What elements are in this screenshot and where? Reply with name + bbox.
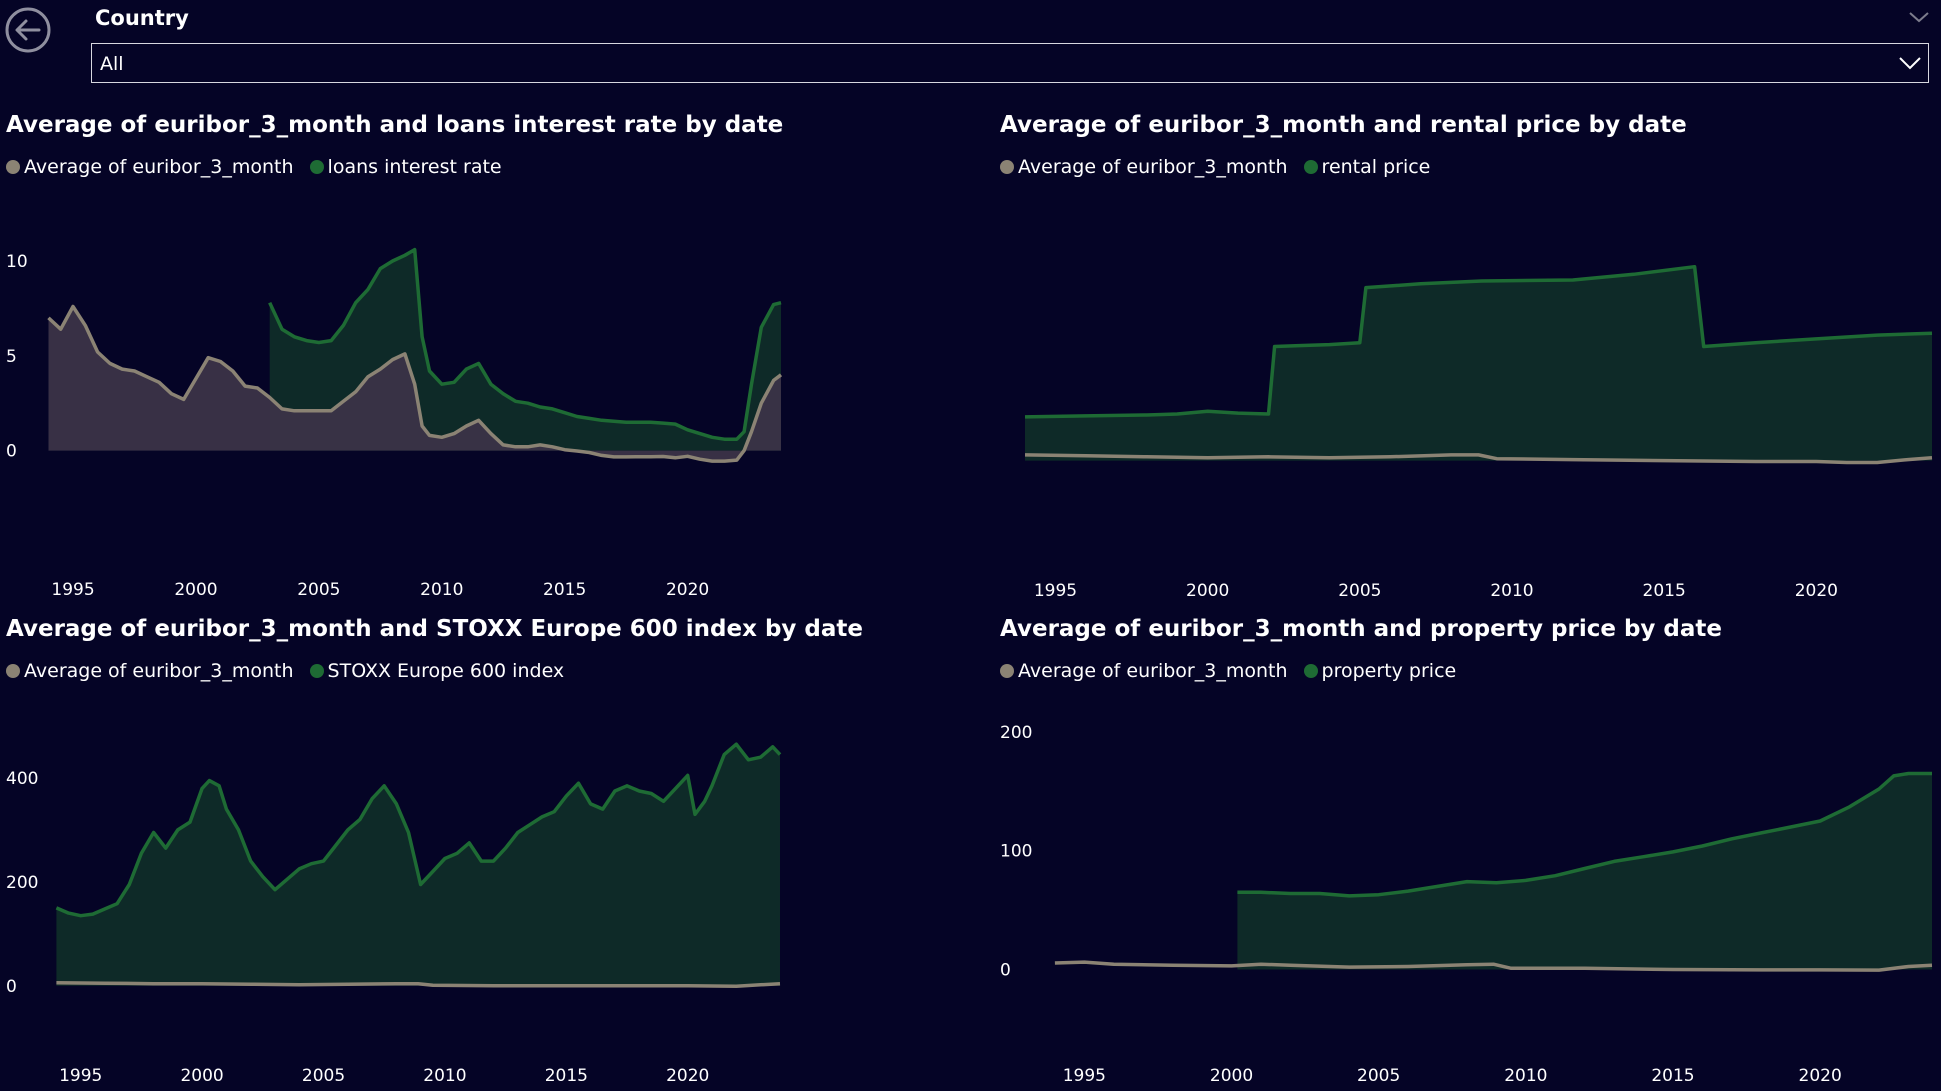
chevron-down-icon [1899,57,1921,70]
legend-marker-loans [309,160,324,174]
y-tick-label: 10 [6,252,28,272]
y-tick-label: 200 [1000,723,1032,743]
chart-legend: Average of euribor_3_month STOXX Europe … [6,660,574,682]
country-filter-label: Country [95,6,189,30]
x-tick-label: 2020 [666,580,709,600]
x-tick-label: 2010 [1490,581,1533,601]
legend-marker-euribor [6,160,20,174]
chart-title: Average of euribor_3_month and loans int… [6,112,784,138]
x-tick-label: 1995 [1034,581,1077,601]
x-tick-label: 2020 [1795,581,1838,601]
country-dropdown[interactable]: All [91,43,1929,83]
x-tick-label: 2000 [1210,1066,1253,1086]
plot-area[interactable]: 0 100 200 1995 2000 2005 2010 2015 2020 [1000,706,1935,1087]
y-tick-label: 200 [6,873,38,893]
chart-title: Average of euribor_3_month and property … [1000,616,1722,642]
legend-item-stoxx[interactable]: STOXX Europe 600 index [309,660,564,682]
series-area [1237,773,1932,970]
x-tick-label: 2000 [1186,581,1229,601]
y-tick-label: 5 [6,347,17,367]
x-tick-label: 2015 [545,1066,588,1086]
series-line[interactable] [55,742,782,918]
legend-marker-euribor [6,664,20,678]
y-tick-label: 100 [1000,842,1032,862]
chart-legend: Average of euribor_3_month property pric… [1000,660,1466,682]
legend-item-euribor[interactable]: Average of euribor_3_month [6,660,294,682]
x-tick-label: 2010 [423,1066,466,1086]
legend-marker-stoxx [309,664,324,678]
plot-area[interactable]: 0 200 400 1995 2000 2005 2010 2015 2020 [6,706,986,1087]
rental-price-chart[interactable]: Average of euribor_3_month and rental pr… [1000,112,1935,602]
x-tick-label: 2010 [1504,1066,1547,1086]
x-tick-label: 1995 [1063,1066,1106,1086]
series-line[interactable] [1237,771,1932,898]
x-tick-label: 2015 [1643,581,1686,601]
x-tick-label: 2020 [666,1066,709,1086]
legend-item-loans[interactable]: loans interest rate [309,156,502,178]
x-tick-label: 2020 [1799,1066,1842,1086]
chart-title: Average of euribor_3_month and STOXX Eur… [6,616,863,642]
euribor-line[interactable] [56,980,781,989]
legend-item-property[interactable]: property price [1303,660,1456,682]
legend-item-euribor[interactable]: Average of euribor_3_month [1000,660,1288,682]
x-tick-label: 2000 [174,580,217,600]
series-line[interactable] [1024,264,1933,419]
euribor-line[interactable] [1024,453,1933,465]
legend-item-euribor[interactable]: Average of euribor_3_month [6,156,294,178]
x-tick-label: 2015 [543,580,586,600]
country-dropdown-value: All [100,53,124,75]
x-tick-label: 1995 [51,580,94,600]
chart-title: Average of euribor_3_month and rental pr… [1000,112,1687,138]
chart-legend: Average of euribor_3_month rental price [1000,156,1440,178]
legend-marker-euribor [1000,664,1014,678]
x-tick-label: 2005 [297,580,340,600]
x-tick-label: 1995 [59,1066,102,1086]
legend-marker-rental [1303,160,1318,174]
series-line[interactable] [268,247,782,441]
y-tick-label: 400 [6,769,38,789]
y-tick-label: 0 [6,442,17,462]
legend-item-euribor[interactable]: Average of euribor_3_month [1000,156,1288,178]
legend-marker-euribor [1000,160,1014,174]
series-area [56,744,780,986]
loans-interest-rate-chart[interactable]: Average of euribor_3_month and loans int… [6,112,986,602]
euribor-line[interactable] [47,304,783,463]
chart-legend: Average of euribor_3_month loans interes… [6,156,512,178]
series-area [1025,266,1932,461]
legend-item-rental[interactable]: rental price [1303,156,1430,178]
x-tick-label: 2005 [302,1066,345,1086]
stoxx-europe-600-chart[interactable]: Average of euribor_3_month and STOXX Eur… [6,616,986,1087]
x-tick-label: 2005 [1357,1066,1400,1086]
property-price-chart[interactable]: Average of euribor_3_month and property … [1000,616,1935,1087]
x-tick-label: 2000 [180,1066,223,1086]
back-arrow-icon[interactable] [4,6,52,54]
plot-area[interactable]: 0 5 10 1995 2000 2005 2010 2015 2020 [6,232,986,602]
y-tick-label: 0 [6,977,17,997]
euribor-area [48,306,781,462]
x-tick-label: 2005 [1338,581,1381,601]
y-tick-label: 0 [1000,960,1011,980]
x-tick-label: 2010 [420,580,463,600]
plot-area[interactable]: 1995 2000 2005 2010 2015 2020 [1000,232,1935,602]
legend-marker-property [1303,664,1318,678]
x-tick-label: 2015 [1651,1066,1694,1086]
collapse-chevron-icon[interactable] [1908,10,1930,24]
euribor-line[interactable] [1054,960,1933,972]
